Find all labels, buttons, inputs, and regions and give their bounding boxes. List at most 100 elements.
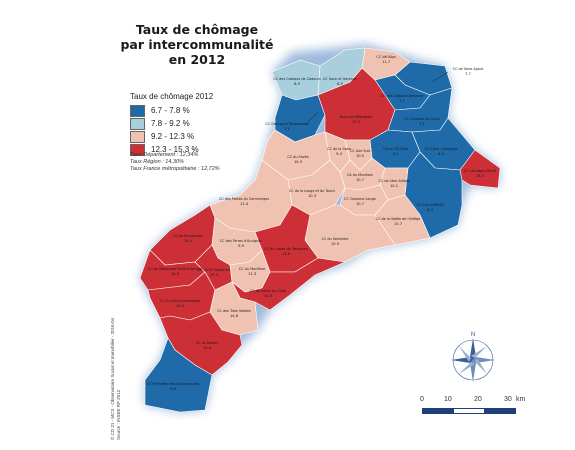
- region-pyrenees-haut-garonnaises: [144, 337, 213, 413]
- source-credits: © CD 31 - MCS - Observatoire Social et I…: [110, 318, 122, 440]
- label-value: 13.9: [203, 346, 212, 350]
- label-name: CC du Nébouzan Rivière-Verdun: [148, 267, 202, 271]
- legend-label: 12.3 - 15.3 %: [151, 145, 199, 154]
- label-value: 14.5: [476, 174, 484, 178]
- label-name: CC de Salies du Salat: [250, 289, 287, 293]
- label-value: 14.8: [230, 314, 239, 318]
- label-value: 8.3: [438, 152, 444, 156]
- scale-label: 30: [504, 396, 512, 403]
- scale-segment: [423, 409, 454, 413]
- legend-item: 9.2 - 12.3 %: [130, 130, 225, 143]
- scale-label: km: [516, 396, 526, 403]
- credit-line: Source : INSEE RP 2012: [116, 389, 121, 440]
- label-value: 7.1: [419, 122, 425, 126]
- title-line: par intercommunalité: [120, 37, 274, 52]
- label-name: CC Pyrénées Haut Garonnaises: [147, 382, 200, 386]
- label-name: CA du Muretain: [347, 173, 373, 177]
- label-name: CC des Coteaux Bellevue: [381, 94, 424, 98]
- label-value: 15.3: [210, 273, 218, 277]
- label-name: CC de Lèze Ariège: [379, 179, 410, 183]
- label-value: 9.6: [170, 387, 176, 391]
- legend-item: 7.8 - 9.2 %: [130, 117, 225, 130]
- label-value: 14.5: [171, 272, 179, 276]
- label-value: 11.4: [240, 202, 249, 206]
- legend-item: 12.3 - 15.3 %: [130, 143, 225, 156]
- legend-title: Taux de chômage 2012: [130, 92, 214, 101]
- legend-label: 9.2 - 12.3 %: [151, 132, 195, 141]
- scale-label: 20: [474, 396, 482, 403]
- label-value: 10.7: [356, 202, 364, 206]
- legend-swatch: [130, 104, 145, 117]
- label-name: CC de la Save: [327, 147, 351, 151]
- label-value: 9.4: [336, 152, 342, 156]
- label-value: 13.8: [282, 252, 291, 256]
- label-name: Toulouse Métropole: [339, 115, 373, 119]
- legend: Taux de chômage 2012 6.7 - 7.8 % 7.8 - 9…: [130, 92, 225, 156]
- label-value: 11.7: [382, 60, 390, 64]
- label-name: CC du Savès: [287, 155, 309, 159]
- label-value: 11.3: [248, 272, 256, 276]
- label-name: CC des Trois Vallées: [217, 309, 251, 313]
- label-value: 10.3: [294, 160, 302, 164]
- label-name: CC du Volvestre: [322, 237, 349, 241]
- label-name: CC de la Louge et du Touch: [289, 189, 335, 193]
- label-name: CC de Boulonnais: [173, 234, 203, 238]
- label-name: CC Garonne Louge: [344, 197, 376, 201]
- label-value: 10.1: [390, 184, 398, 188]
- label-name: CC des Terres d'Aurignac: [220, 239, 262, 243]
- label-value: 14.4: [176, 304, 185, 308]
- legend-label: 7.8 - 9.2 %: [151, 119, 190, 128]
- rate-line: Taux France métropolitaine : 12,72%: [130, 166, 220, 172]
- label-name: CC Axe Sud: [350, 149, 370, 153]
- label-value: 10.5: [356, 154, 364, 158]
- label-name: CC du Bazert: [196, 341, 219, 345]
- label-name: CC du Mortlàne: [239, 267, 265, 271]
- label-name: CC Gascogne Toulousaine: [265, 122, 309, 126]
- rates-note: Taux Département : 12,34% Taux Région : …: [130, 152, 220, 173]
- legend-label: 6.7 - 7.8 %: [151, 106, 190, 115]
- label-value: 10.7: [394, 222, 402, 226]
- label-name: CC de la Vallée de l'Ariège: [376, 217, 421, 221]
- leader-lines: [304, 71, 449, 126]
- scale-segment: [453, 409, 485, 413]
- rate-line: Taux Département : 12,34%: [130, 152, 199, 158]
- label-value: 9.9: [238, 244, 244, 248]
- legend-swatch: [130, 117, 145, 130]
- scale-segment: [484, 409, 516, 413]
- legend-swatch: [130, 143, 145, 156]
- label-name: CC Cœur Lauragais: [425, 147, 458, 151]
- label-name: CA du SICOVAL: [383, 147, 409, 151]
- label-value: 10.3: [308, 194, 316, 198]
- legend-swatch: [130, 130, 145, 143]
- label-value: 14.8: [264, 294, 273, 298]
- label-value: 7.7: [465, 72, 471, 76]
- label-value: 8.4: [427, 208, 433, 212]
- label-value: 7.1: [284, 127, 290, 131]
- label-value: 10.7: [356, 178, 364, 182]
- label-value: 15.0: [184, 239, 193, 243]
- label-name: CC des Portes du Comminges: [219, 197, 269, 201]
- label-name: CC Val'Aïgo: [376, 55, 395, 59]
- label-value: 7.1: [399, 99, 405, 103]
- rate-line: Taux Région : 14,30%: [130, 159, 184, 165]
- title-line: Taux de chômage: [135, 22, 259, 37]
- label-name: CC Coteaux du Girou: [404, 117, 439, 121]
- label-value: 8.5: [294, 82, 300, 86]
- label-name: CC du Saves de Tarrasses: [264, 247, 308, 251]
- title-line: en 2012: [168, 52, 226, 67]
- scale-label: 10: [444, 396, 452, 403]
- label-value: 8.1: [393, 152, 399, 156]
- label-name: CC du Haut Comminges: [160, 299, 201, 303]
- label-name: CC des Coteaux de Cadours: [273, 77, 321, 81]
- scale-label: 0: [420, 396, 424, 403]
- map-title: Taux de chômage par intercommunalité en …: [112, 22, 282, 67]
- compass-icon: N: [451, 332, 495, 382]
- label-name: CC de Save Agout: [453, 67, 484, 71]
- label-value: 15.3: [352, 120, 360, 124]
- label-name: CC du St Gaudinois: [198, 268, 231, 272]
- scale-bar: 0 10 20 30 km: [416, 396, 526, 414]
- label-value: 10.9: [331, 242, 340, 246]
- label-name: CC Save et Garonne: [323, 77, 357, 81]
- label-name: CC Lauragais Revel: [464, 169, 497, 173]
